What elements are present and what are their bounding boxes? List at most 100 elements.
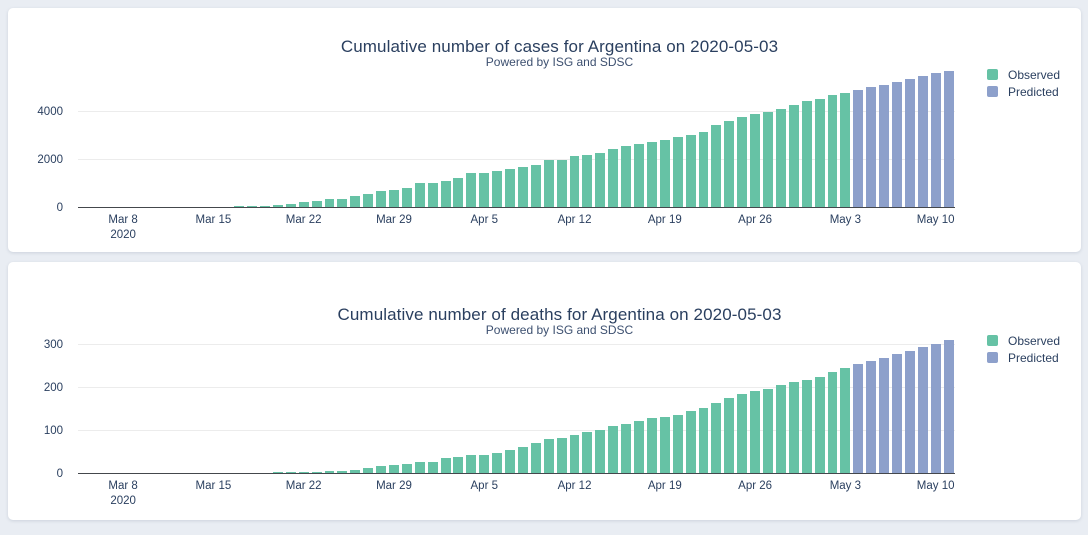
observed-bar[interactable]	[840, 92, 851, 208]
observed-bar[interactable]	[595, 430, 606, 474]
predicted-bar[interactable]	[853, 90, 864, 208]
predicted-bar[interactable]	[879, 84, 890, 208]
observed-bar[interactable]	[350, 195, 361, 208]
observed-bar[interactable]	[530, 164, 541, 208]
observed-bar[interactable]	[646, 141, 657, 208]
observed-bar[interactable]	[556, 160, 567, 208]
predicted-bar[interactable]	[853, 364, 864, 474]
observed-bar[interactable]	[672, 415, 683, 474]
observed-bar[interactable]	[685, 135, 696, 208]
observed-bar[interactable]	[788, 104, 799, 208]
observed-bar[interactable]	[608, 149, 619, 208]
observed-bar[interactable]	[311, 200, 322, 208]
observed-bar[interactable]	[737, 117, 748, 208]
predicted-bar[interactable]	[904, 350, 915, 474]
observed-bar[interactable]	[530, 442, 541, 474]
predicted-bar[interactable]	[904, 79, 915, 208]
observed-bar[interactable]	[543, 160, 554, 208]
observed-bar[interactable]	[750, 114, 761, 208]
observed-bar[interactable]	[698, 408, 709, 474]
observed-bar[interactable]	[775, 108, 786, 208]
observed-bar[interactable]	[414, 182, 425, 208]
predicted-bar[interactable]	[943, 340, 954, 474]
observed-bar[interactable]	[801, 380, 812, 474]
observed-bar[interactable]	[427, 461, 438, 474]
observed-bar[interactable]	[337, 470, 348, 474]
observed-bar[interactable]	[363, 468, 374, 474]
observed-bar[interactable]	[479, 173, 490, 208]
observed-bar[interactable]	[827, 371, 838, 474]
observed-bar[interactable]	[285, 204, 296, 208]
predicted-bar[interactable]	[917, 347, 928, 474]
observed-bar[interactable]	[827, 95, 838, 208]
observed-bar[interactable]	[414, 462, 425, 474]
observed-bar[interactable]	[814, 376, 825, 474]
observed-bar[interactable]	[724, 398, 735, 474]
observed-bar[interactable]	[621, 146, 632, 208]
observed-bar[interactable]	[453, 457, 464, 474]
observed-bar[interactable]	[634, 143, 644, 208]
observed-bar[interactable]	[376, 191, 387, 208]
observed-bar[interactable]	[440, 180, 451, 208]
legend-item-observed[interactable]: Observed	[987, 66, 1060, 83]
observed-bar[interactable]	[711, 125, 722, 208]
observed-bar[interactable]	[466, 173, 477, 208]
observed-bar[interactable]	[556, 438, 567, 474]
observed-bar[interactable]	[389, 465, 399, 474]
observed-bar[interactable]	[763, 111, 773, 208]
observed-bar[interactable]	[711, 402, 722, 474]
observed-bar[interactable]	[350, 470, 361, 474]
observed-bar[interactable]	[595, 153, 606, 208]
predicted-bar[interactable]	[930, 343, 941, 474]
observed-bar[interactable]	[763, 389, 773, 474]
predicted-bar[interactable]	[866, 361, 877, 474]
observed-bar[interactable]	[543, 438, 554, 474]
observed-bar[interactable]	[750, 391, 761, 474]
observed-bar[interactable]	[324, 198, 335, 208]
observed-bar[interactable]	[505, 449, 515, 474]
observed-bar[interactable]	[401, 188, 412, 208]
predicted-bar[interactable]	[930, 73, 941, 208]
predicted-bar[interactable]	[943, 70, 954, 208]
observed-bar[interactable]	[672, 137, 683, 208]
observed-bar[interactable]	[479, 455, 490, 474]
legend-item-observed[interactable]: Observed	[987, 332, 1060, 349]
observed-bar[interactable]	[466, 455, 477, 474]
observed-bar[interactable]	[698, 132, 709, 208]
observed-bar[interactable]	[453, 177, 464, 208]
observed-bar[interactable]	[376, 466, 387, 474]
observed-bar[interactable]	[517, 446, 528, 474]
observed-bar[interactable]	[440, 458, 451, 474]
observed-bar[interactable]	[582, 154, 593, 208]
observed-bar[interactable]	[608, 426, 619, 474]
observed-bar[interactable]	[582, 432, 593, 474]
observed-bar[interactable]	[801, 101, 812, 208]
observed-bar[interactable]	[659, 417, 670, 474]
observed-bar[interactable]	[324, 471, 335, 474]
observed-bar[interactable]	[427, 182, 438, 208]
observed-bar[interactable]	[621, 424, 632, 474]
observed-bar[interactable]	[737, 394, 748, 474]
legend-item-predicted[interactable]: Predicted	[987, 349, 1060, 366]
observed-bar[interactable]	[788, 381, 799, 474]
observed-bar[interactable]	[724, 121, 735, 208]
observed-bar[interactable]	[646, 418, 657, 474]
observed-bar[interactable]	[814, 98, 825, 208]
observed-bar[interactable]	[492, 170, 503, 208]
observed-bar[interactable]	[569, 435, 580, 474]
predicted-bar[interactable]	[879, 357, 890, 474]
observed-bar[interactable]	[389, 190, 399, 208]
observed-bar[interactable]	[363, 193, 374, 208]
predicted-bar[interactable]	[866, 87, 877, 208]
predicted-bar[interactable]	[891, 81, 902, 208]
observed-bar[interactable]	[260, 205, 270, 208]
observed-bar[interactable]	[659, 139, 670, 208]
observed-bar[interactable]	[517, 166, 528, 208]
predicted-bar[interactable]	[891, 354, 902, 474]
observed-bar[interactable]	[401, 464, 412, 474]
observed-bar[interactable]	[298, 201, 309, 208]
observed-bar[interactable]	[505, 168, 515, 208]
observed-bar[interactable]	[634, 420, 644, 474]
legend-item-predicted[interactable]: Predicted	[987, 83, 1060, 100]
observed-bar[interactable]	[492, 453, 503, 474]
